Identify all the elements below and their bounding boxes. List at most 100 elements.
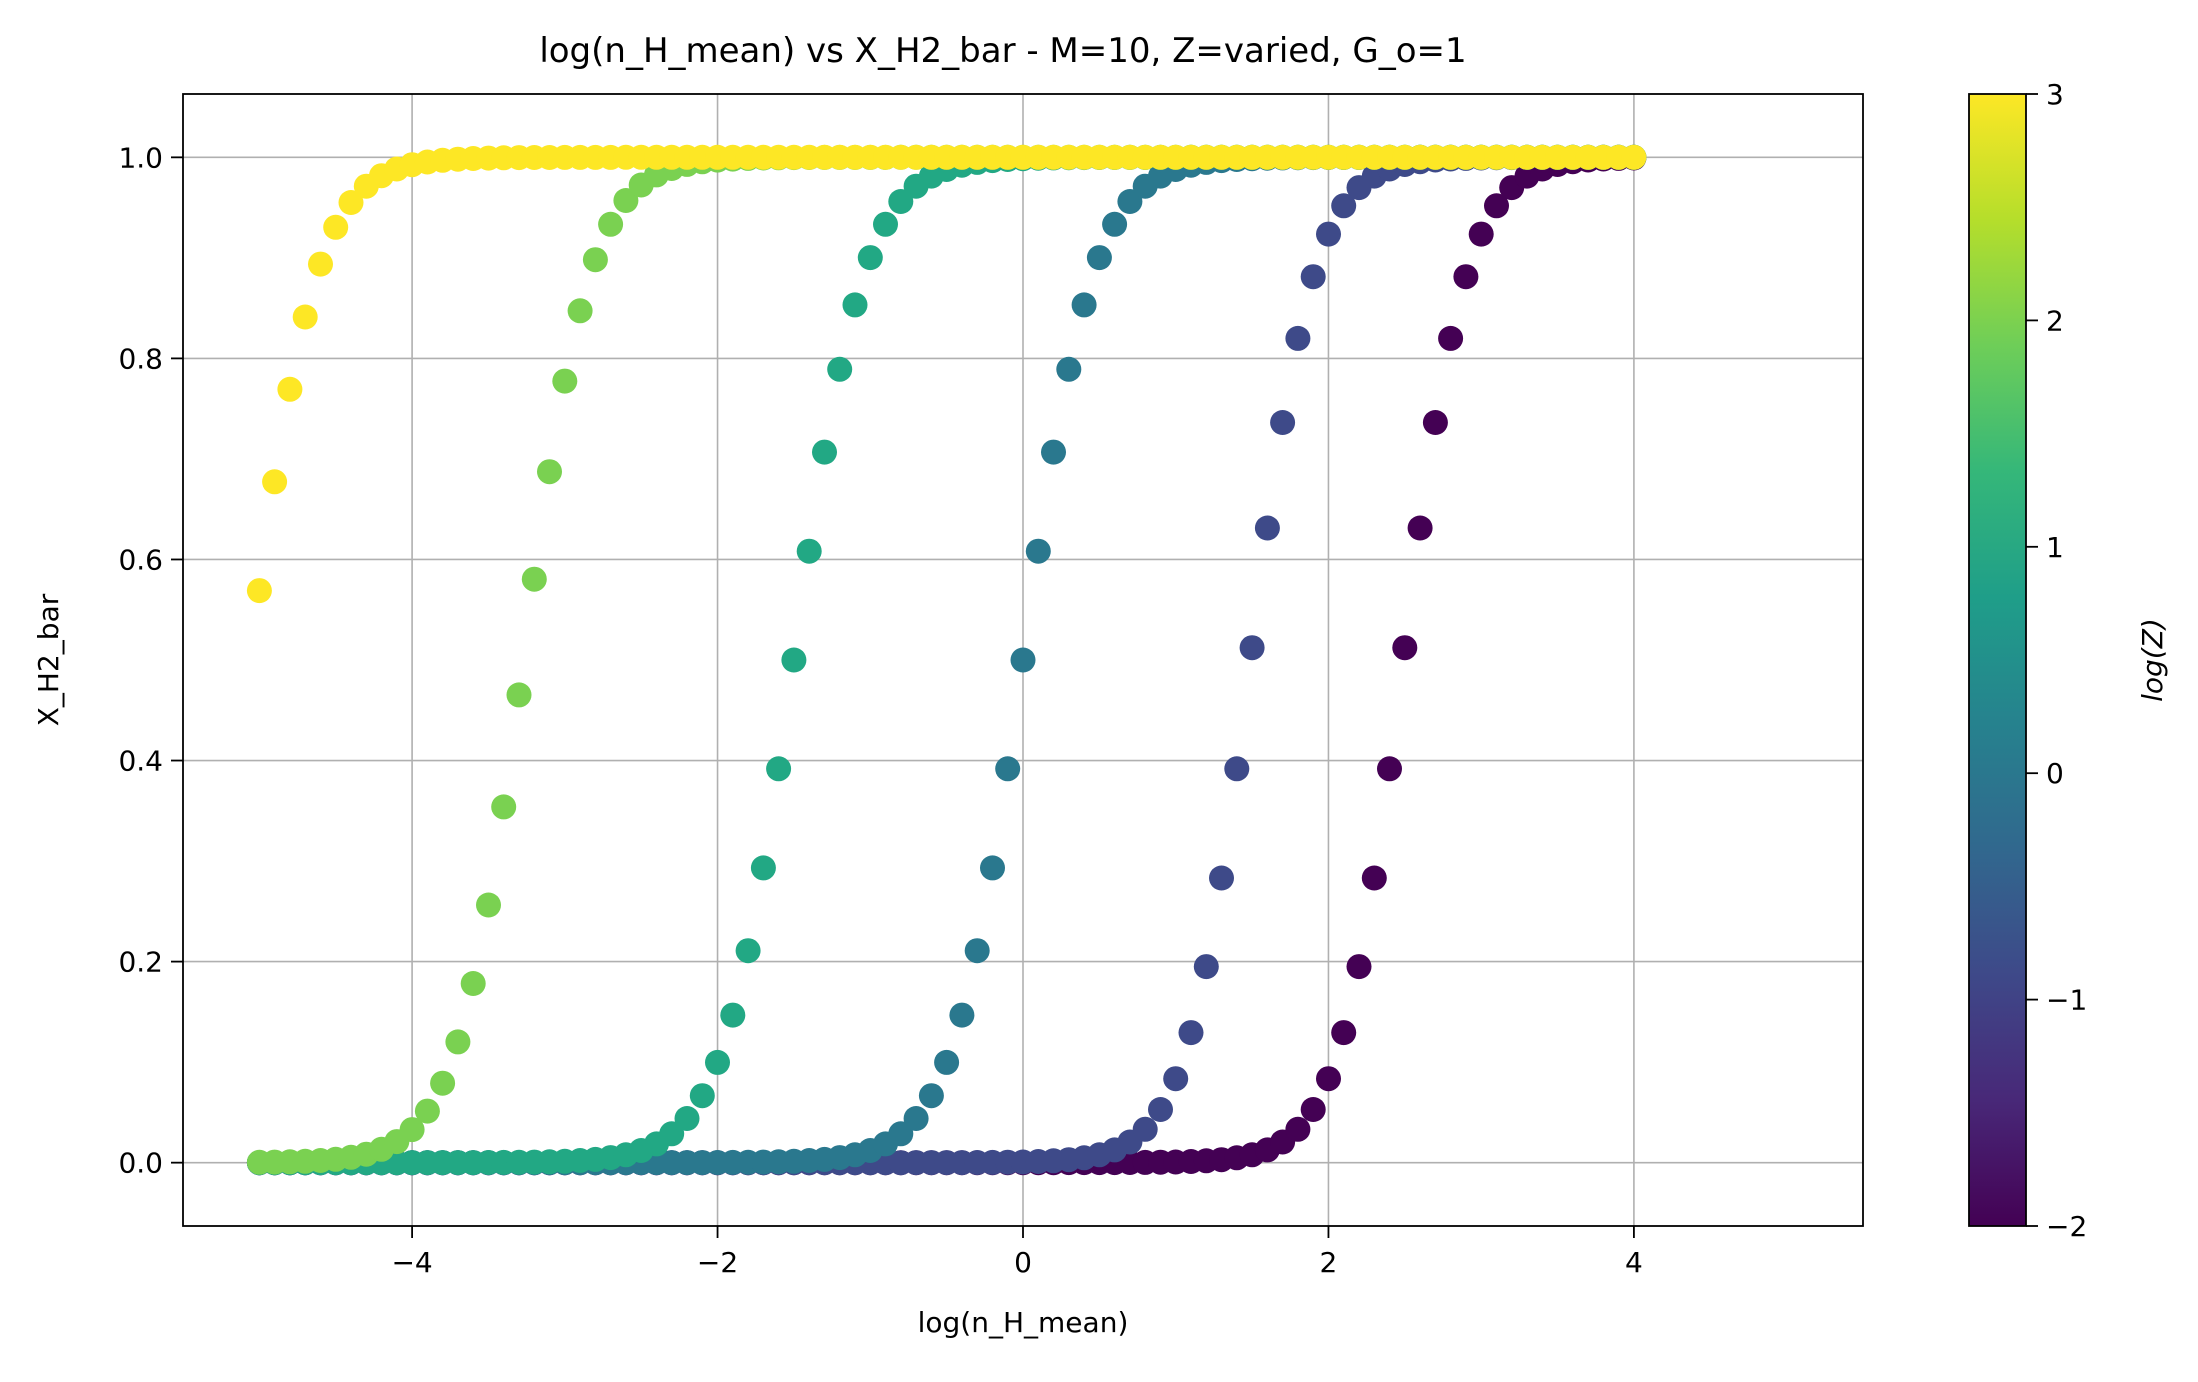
x-tick-label: 0 <box>1014 1246 1032 1279</box>
data-point <box>1331 1020 1357 1046</box>
data-point <box>888 189 914 214</box>
data-point <box>445 1029 471 1055</box>
data-point <box>1468 221 1494 247</box>
data-point <box>246 578 272 604</box>
data-point <box>980 855 1005 881</box>
data-point <box>995 756 1021 782</box>
data-point <box>308 251 333 277</box>
data-point <box>1361 865 1387 891</box>
data-point <box>674 1106 700 1131</box>
data-point <box>857 245 883 271</box>
y-tick-label: 0.4 <box>118 745 163 778</box>
data-point <box>1056 356 1082 382</box>
data-point <box>1010 647 1036 673</box>
data-point <box>659 1121 685 1147</box>
x-tick-label: −2 <box>697 1246 738 1279</box>
series-logz-1 <box>246 144 1647 1176</box>
data-point <box>1178 1020 1204 1046</box>
colorbar-frame <box>1968 93 2027 1227</box>
data-point <box>1071 292 1097 318</box>
data-point <box>1239 635 1265 661</box>
colorbar <box>1969 94 2026 1226</box>
series-logz-0 <box>246 144 1647 1176</box>
data-point <box>918 1083 944 1109</box>
data-point <box>1132 1116 1158 1142</box>
colorbar-tick-label: 0 <box>2046 757 2064 790</box>
series-logz--1 <box>246 144 1647 1176</box>
data-point <box>582 247 608 273</box>
data-point <box>1163 1066 1189 1092</box>
data-point <box>277 376 303 402</box>
data-point <box>1086 245 1112 271</box>
colorbar-tick-label: −2 <box>2046 1210 2087 1243</box>
data-point <box>1331 193 1357 219</box>
data-point <box>521 566 547 592</box>
data-point <box>1193 954 1219 980</box>
data-point <box>323 214 349 240</box>
data-point <box>796 538 822 564</box>
data-point <box>399 1117 425 1143</box>
data-point <box>537 459 562 485</box>
data-point <box>1102 211 1128 237</box>
colorbar-tick-label: 2 <box>2046 304 2064 337</box>
data-point <box>414 1098 440 1124</box>
data-point <box>873 211 898 237</box>
data-point <box>888 1121 914 1147</box>
data-point <box>1377 756 1402 782</box>
x-tick-label: −4 <box>391 1246 432 1279</box>
data-point <box>934 1049 960 1075</box>
chart-title: log(n_H_mean) vs X_H2_bar - M=10, Z=vari… <box>539 31 1466 71</box>
data-point <box>1285 325 1311 351</box>
data-point <box>552 368 578 394</box>
x-axis: −4 −2 0 2 4 <box>391 1226 1643 1279</box>
data-point <box>1270 410 1296 435</box>
data-point <box>476 892 501 918</box>
colorbar-tick-label: 1 <box>2046 531 2064 564</box>
data-point <box>1316 1066 1341 1092</box>
x-tick-label: 4 <box>1625 1246 1643 1279</box>
y-axis-label: X_H2_bar <box>32 593 65 726</box>
data-point <box>842 292 868 318</box>
data-point <box>720 1002 746 1028</box>
y-tick-label: 0.8 <box>118 342 163 375</box>
data-point <box>1438 325 1464 351</box>
data-point <box>1025 538 1051 564</box>
data-point <box>460 971 486 996</box>
y-tick-label: 0.2 <box>118 946 163 979</box>
data-point <box>812 439 837 465</box>
data-point <box>1224 756 1250 782</box>
data-point <box>1285 1116 1311 1142</box>
data-point <box>1453 264 1479 290</box>
data-point <box>735 938 761 964</box>
data-point <box>781 647 807 673</box>
data-point <box>1392 635 1418 661</box>
data-point <box>1117 189 1143 214</box>
data-point <box>750 855 776 881</box>
data-point <box>613 188 639 213</box>
data-point <box>1484 193 1509 219</box>
data-point <box>506 682 532 708</box>
series-logz-3 <box>246 144 1647 604</box>
data-point <box>1148 1097 1173 1122</box>
data-point <box>827 356 853 382</box>
y-tick-label: 1.0 <box>118 141 163 174</box>
data-point <box>1209 865 1234 891</box>
data-point <box>491 794 517 820</box>
data-point <box>338 190 364 215</box>
colorbar-tick-label: 3 <box>2046 78 2064 111</box>
colorbar-label: log(Z) <box>2136 618 2169 702</box>
colorbar-tick-label: −1 <box>2046 984 2087 1017</box>
data-point <box>262 469 288 495</box>
y-axis: 0.0 0.2 0.4 0.6 0.8 1.0 <box>118 141 183 1180</box>
data-point <box>1041 439 1066 465</box>
data-point <box>1422 410 1448 435</box>
y-tick-label: 0.0 <box>118 1147 163 1180</box>
y-tick-label: 0.6 <box>118 543 163 576</box>
series-logz--2 <box>246 145 1647 1176</box>
data-point <box>567 298 593 324</box>
data-point <box>689 1083 715 1109</box>
data-point <box>964 938 990 964</box>
data-point <box>766 756 792 782</box>
data-point <box>1300 1097 1326 1122</box>
